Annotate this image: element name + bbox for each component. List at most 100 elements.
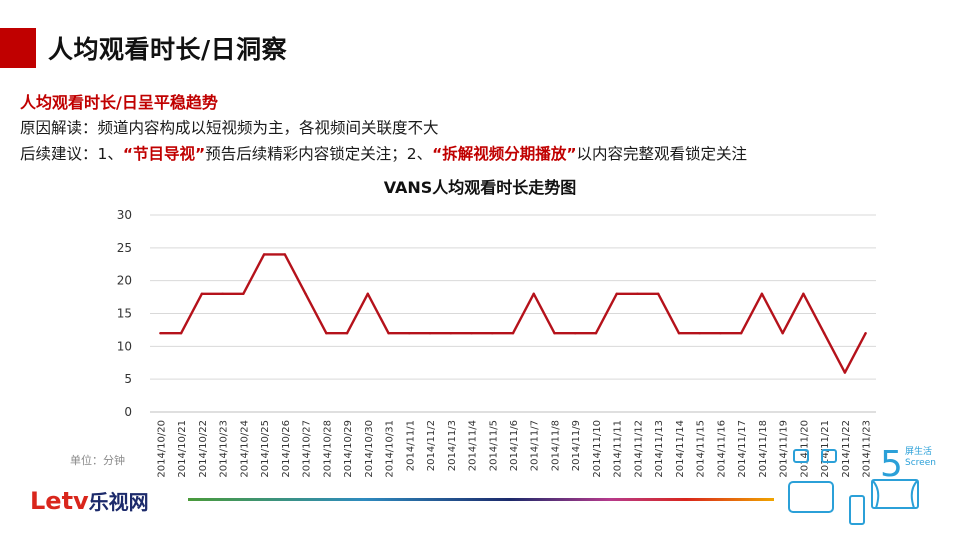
x-tick-label: 2014/11/5 bbox=[488, 420, 499, 471]
x-tick-label: 2014/11/8 bbox=[550, 420, 561, 471]
x-tick-label: 2014/11/11 bbox=[613, 420, 624, 478]
x-tick-label: 2014/11/20 bbox=[799, 420, 810, 478]
x-tick-label: 2014/11/9 bbox=[571, 420, 582, 471]
x-tick-label: 2014/11/17 bbox=[737, 420, 748, 478]
data-point bbox=[179, 332, 183, 335]
x-tick-label: 2014/11/18 bbox=[758, 420, 769, 478]
suggestion-text-3: 以内容完整观看锁定关注 bbox=[576, 145, 748, 163]
logo-chinese-text: 乐视网 bbox=[88, 490, 149, 514]
tv-icon bbox=[788, 481, 834, 513]
chart-title: VANS人均观看时长走势图 bbox=[383, 178, 577, 197]
y-tick-label: 30 bbox=[117, 208, 132, 222]
x-tick-label: 2014/11/2 bbox=[426, 420, 437, 471]
x-tick-label: 2014/10/28 bbox=[322, 420, 333, 478]
footer-color-bar bbox=[188, 498, 774, 501]
phone-icon bbox=[849, 495, 865, 525]
y-tick-label: 25 bbox=[117, 241, 132, 255]
y-tick-label: 15 bbox=[117, 307, 132, 321]
data-point bbox=[221, 292, 224, 295]
x-tick-label: 2014/11/23 bbox=[862, 420, 873, 478]
screen-outline-icon bbox=[821, 449, 837, 463]
data-point bbox=[553, 332, 556, 335]
x-tick-label: 2014/11/21 bbox=[820, 420, 831, 478]
x-tick-label: 2014/11/15 bbox=[696, 420, 707, 478]
x-tick-label: 2014/11/12 bbox=[633, 420, 644, 478]
x-tick-label: 2014/10/31 bbox=[385, 420, 396, 478]
x-tick-label: 2014/11/3 bbox=[447, 420, 458, 471]
data-point bbox=[802, 292, 805, 295]
y-tick-label: 5 bbox=[124, 372, 132, 386]
x-tick-label: 2014/10/25 bbox=[260, 420, 271, 478]
data-point bbox=[739, 332, 743, 335]
data-point bbox=[491, 332, 494, 335]
y-tick-label: 20 bbox=[117, 274, 132, 288]
data-point bbox=[159, 332, 162, 335]
x-tick-label: 2014/10/24 bbox=[239, 420, 250, 478]
x-tick-label: 2014/11/10 bbox=[592, 420, 603, 478]
x-tick-label: 2014/11/7 bbox=[530, 420, 541, 471]
corner-brand-text: 屏生活 Screen bbox=[905, 447, 936, 469]
suggestion-text-2: 预告后续精彩内容锁定关注；2、 bbox=[205, 145, 433, 163]
data-point bbox=[657, 292, 660, 295]
logo-letv-text: Letv bbox=[30, 487, 89, 515]
corner-line-2: Screen bbox=[905, 458, 936, 468]
x-tick-label: 2014/11/16 bbox=[716, 420, 727, 478]
data-point bbox=[345, 332, 349, 335]
data-point bbox=[325, 332, 328, 335]
data-point bbox=[594, 332, 598, 335]
data-point bbox=[366, 292, 369, 295]
page-title: 人均观看时长/日洞察 bbox=[48, 35, 288, 64]
data-point bbox=[408, 332, 411, 335]
x-tick-label: 2014/11/6 bbox=[509, 420, 520, 471]
data-point bbox=[677, 332, 681, 335]
x-tick-label: 2014/10/22 bbox=[198, 420, 209, 478]
data-point bbox=[532, 292, 535, 295]
x-tick-label: 2014/10/23 bbox=[219, 420, 230, 478]
screen-outline-icon bbox=[793, 449, 809, 463]
unit-label: 单位：分钟 bbox=[70, 454, 125, 467]
x-tick-label: 2014/11/1 bbox=[405, 420, 416, 471]
data-point bbox=[200, 292, 204, 295]
x-tick-label: 2014/10/30 bbox=[364, 420, 375, 478]
x-tick-label: 2014/10/20 bbox=[156, 420, 167, 478]
insight-reason: 原因解读：频道内容构成以短视频为主，各视频间关联度不大 bbox=[20, 119, 439, 137]
insight-subheading: 人均观看时长/日呈平稳趋势 bbox=[20, 93, 218, 112]
y-tick-label: 10 bbox=[117, 339, 132, 353]
data-point bbox=[262, 253, 266, 256]
data-point bbox=[864, 332, 867, 335]
data-point bbox=[428, 332, 432, 335]
x-tick-label: 2014/10/27 bbox=[302, 420, 313, 478]
y-tick-label: 0 bbox=[124, 405, 132, 419]
suggestion-highlight-1: “节目导视” bbox=[122, 145, 206, 163]
corner-line-1: 屏生活 bbox=[905, 447, 933, 457]
data-point bbox=[470, 332, 473, 335]
cinema-screen-icon bbox=[871, 479, 919, 509]
data-point bbox=[636, 292, 639, 295]
data-point bbox=[387, 332, 390, 335]
data-point bbox=[843, 371, 847, 374]
data-point bbox=[698, 332, 701, 335]
x-tick-label: 2014/11/14 bbox=[675, 420, 686, 478]
title-accent-block bbox=[0, 28, 36, 68]
x-tick-label: 2014/10/29 bbox=[343, 420, 354, 478]
x-tick-label: 2014/11/13 bbox=[654, 420, 665, 478]
x-tick-label: 2014/11/4 bbox=[468, 420, 479, 471]
suggestion-text-1: 后续建议：1、 bbox=[20, 145, 123, 163]
x-tick-label: 2014/10/21 bbox=[177, 420, 188, 478]
corner-number: 5 bbox=[880, 444, 903, 485]
data-point bbox=[242, 292, 245, 295]
data-point bbox=[449, 332, 452, 335]
data-point bbox=[574, 332, 577, 335]
data-point bbox=[719, 332, 722, 335]
insight-suggestion: 后续建议：1、“节目导视”预告后续精彩内容锁定关注；2、“拆解视频分期播放”以内… bbox=[20, 142, 747, 164]
data-point bbox=[615, 292, 618, 295]
x-tick-label: 2014/10/26 bbox=[281, 420, 292, 478]
x-tick-label: 2014/11/19 bbox=[779, 420, 790, 478]
data-point bbox=[283, 253, 287, 256]
suggestion-highlight-2: “拆解视频分期播放” bbox=[432, 145, 577, 163]
data-point bbox=[511, 332, 515, 335]
letv-logo: Letv乐视网 bbox=[30, 486, 149, 515]
x-tick-label: 2014/11/22 bbox=[841, 420, 852, 478]
data-point bbox=[781, 332, 784, 335]
